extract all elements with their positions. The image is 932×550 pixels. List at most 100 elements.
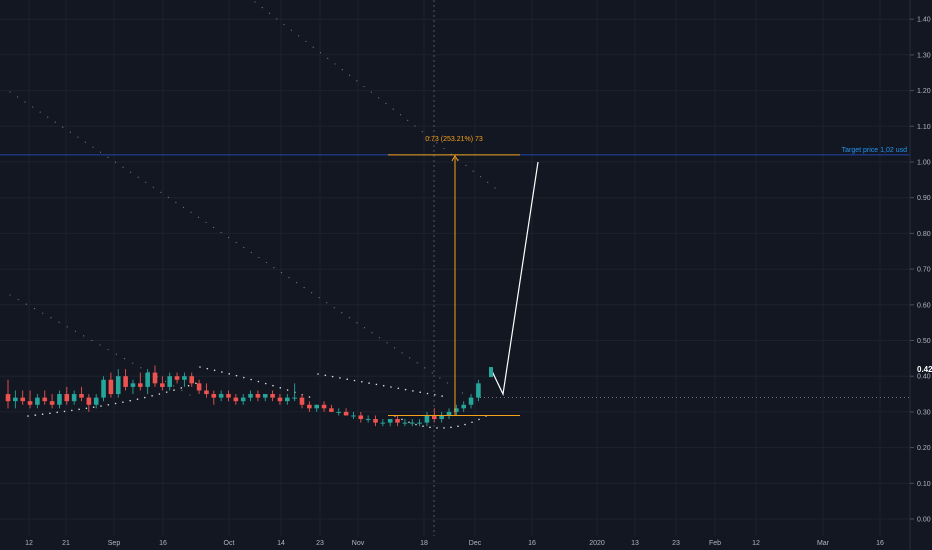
candle (365, 415, 371, 423)
candle-body (218, 394, 224, 398)
trend-dot (84, 141, 87, 143)
candle (277, 394, 283, 405)
candle (57, 390, 62, 409)
candle-body (373, 419, 378, 423)
candle-body (424, 415, 430, 423)
candle (20, 390, 25, 405)
trend-dot (393, 347, 396, 349)
candle (351, 411, 356, 420)
sar-curve-2 (199, 366, 311, 398)
measure-arrow-icon (451, 154, 459, 162)
sar-curve-3 (317, 373, 443, 397)
sar-dot (92, 406, 95, 408)
time-axis[interactable]: 12 21 Sep 16 Oct 14 23 Nov 18 Dec 16 2020 13 23 Feb 12 M… (25, 540, 884, 547)
trend-dot (431, 372, 433, 374)
trend-dot (399, 114, 402, 116)
trend-dot (235, 241, 237, 244)
time-tick-label: 21 (62, 540, 70, 547)
trend-dot (42, 312, 44, 314)
trend-dot (148, 371, 150, 373)
candle-body (351, 415, 356, 417)
candle-body (20, 397, 25, 402)
sar-dot (180, 387, 183, 389)
candle-body (409, 422, 415, 424)
trend-dot (341, 69, 343, 71)
candle (240, 394, 246, 405)
sar-dot (187, 384, 190, 387)
sar-dot (353, 379, 356, 382)
trend-dot (24, 101, 26, 103)
sar-dot (368, 382, 370, 384)
trend-dot (107, 348, 109, 351)
time-tick-label: 23 (672, 540, 680, 547)
sar-dot (78, 408, 80, 411)
sar-dot (264, 382, 267, 385)
candle-body (196, 383, 202, 391)
candle (270, 390, 275, 402)
candle-body (248, 394, 253, 398)
time-tick-label: Oct (224, 540, 235, 547)
sar-dot (63, 410, 66, 413)
candle-body (432, 415, 437, 420)
sar-dot (151, 395, 153, 397)
trend-dot (258, 256, 260, 259)
trend-dot (341, 312, 343, 314)
candle (174, 372, 180, 384)
candle-body (64, 394, 70, 402)
sar-dot (324, 374, 327, 377)
sar-dot (235, 374, 238, 377)
projection-start-candle (489, 367, 493, 378)
trend-dot (130, 171, 132, 173)
candle (461, 401, 466, 412)
candle (402, 419, 408, 427)
trend-dot (69, 131, 71, 133)
trend-dot (439, 377, 441, 379)
candle (446, 408, 452, 420)
candle-body (365, 419, 371, 421)
time-tick-label: 12 (25, 540, 33, 547)
candle-body (255, 394, 261, 398)
price-tick-label: 0.00 (917, 517, 931, 524)
trend-dot (261, 7, 263, 9)
trend-dot (311, 292, 313, 294)
sar-dot (408, 421, 410, 424)
trend-dot (175, 201, 177, 203)
price-axis[interactable]: 0.00 0.10 0.20 0.30 0.40 0.50 0.60 0.70 0.80 0.90… (909, 0, 932, 550)
trend-dot (77, 136, 79, 138)
candle (439, 411, 444, 423)
trend-dot (17, 298, 19, 301)
projection-path[interactable] (490, 161, 539, 397)
trend-dot (494, 187, 496, 189)
candle (93, 394, 99, 409)
trend-dot (213, 226, 215, 229)
sar-dot (286, 389, 289, 391)
trend-dot (197, 216, 200, 219)
candle (358, 411, 364, 423)
candle (71, 390, 77, 405)
trend-dot (401, 352, 403, 354)
candle-body (240, 397, 246, 402)
trend-dot (250, 251, 252, 254)
trend-dot (33, 308, 36, 310)
trend-dot (16, 96, 19, 98)
sar-dot (257, 380, 260, 383)
trend-dot (416, 362, 418, 364)
candle-body (343, 411, 349, 416)
trend-dot (305, 40, 307, 43)
sar-dot (441, 395, 443, 397)
price-tick-label: 0.80 (917, 231, 931, 238)
candle (329, 404, 334, 412)
grid-lines (0, 0, 910, 536)
candle-body (174, 376, 180, 380)
sar-dot (361, 381, 363, 383)
sar-dot (49, 412, 51, 415)
sar-dot (129, 399, 131, 402)
sar-dot (464, 423, 466, 426)
trend-dot (348, 74, 351, 76)
trend-dot (189, 394, 191, 396)
time-tick-label: Nov (352, 540, 365, 547)
trend-dot (465, 164, 467, 167)
candle-body (49, 401, 55, 405)
trend-dot (173, 385, 175, 387)
